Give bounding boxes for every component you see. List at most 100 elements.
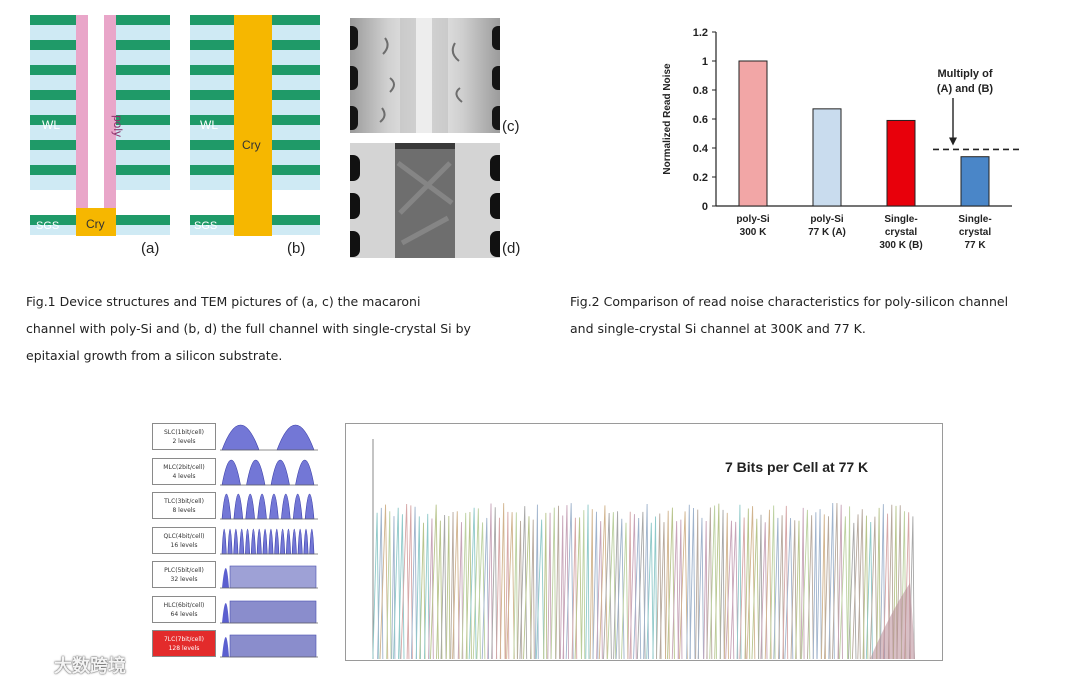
figure-2-caption: Fig.2 Comparison of read noise character… bbox=[570, 288, 1070, 342]
level-curve bbox=[445, 516, 451, 660]
cell-type-name: 7LC(7bit/cell) bbox=[163, 636, 205, 643]
cell-type-levels: 2 levels bbox=[172, 438, 196, 445]
level-curve bbox=[452, 511, 460, 660]
level-peak bbox=[309, 528, 315, 554]
level-distribution-icon bbox=[220, 634, 318, 658]
level-curve bbox=[481, 517, 490, 660]
level-curve bbox=[472, 508, 481, 660]
plot-title: 7 Bits per Cell at 77 K bbox=[725, 459, 868, 475]
level-curve bbox=[589, 509, 594, 660]
y-tick-label: 0.8 bbox=[693, 85, 708, 97]
level-peak bbox=[256, 528, 262, 554]
level-peak bbox=[239, 528, 245, 554]
level-curve bbox=[832, 503, 840, 660]
level-curve bbox=[499, 503, 506, 660]
cell-type-name: QLC(4bit/cell) bbox=[163, 532, 205, 540]
level-curve bbox=[555, 505, 561, 660]
level-peak bbox=[295, 459, 315, 485]
y-tick-label: 1.2 bbox=[693, 27, 708, 39]
cell-type-levels: 32 levels bbox=[170, 576, 198, 583]
level-curve bbox=[656, 513, 662, 660]
level-curve bbox=[495, 517, 502, 660]
level-curve bbox=[686, 504, 691, 660]
level-curve bbox=[646, 522, 654, 660]
level-curve bbox=[695, 509, 700, 660]
cell-type-levels: 16 levels bbox=[170, 541, 198, 549]
level-curve bbox=[689, 508, 696, 660]
bar bbox=[886, 119, 916, 207]
cell-type-label-box: MLC(2bit/cell) 4 levels bbox=[152, 457, 216, 485]
level-curve bbox=[574, 517, 582, 660]
level-peak bbox=[221, 424, 260, 451]
level-distribution-icon bbox=[220, 528, 318, 554]
level-curve bbox=[523, 516, 532, 660]
cell-level-distributions: SLC(1bit/cell) 2 levels MLC(2bit/cell) 4 le… bbox=[148, 420, 320, 662]
cell-type-levels: 4 levels bbox=[172, 472, 196, 480]
level-curve bbox=[436, 520, 443, 660]
level-curve bbox=[559, 515, 565, 660]
level-peak bbox=[246, 459, 266, 485]
level-curve bbox=[603, 512, 612, 660]
watermark-text: 大数跨境 bbox=[54, 656, 126, 677]
level-curve bbox=[714, 503, 721, 660]
level-peak bbox=[291, 528, 297, 554]
cell-type-label-box: HLC(6bit/cell) 64 levels bbox=[152, 595, 216, 623]
level-curve bbox=[758, 514, 763, 660]
cell-type-row: 7LC(7bit/cell) 128 levels bbox=[148, 627, 320, 662]
level-peak bbox=[245, 528, 251, 554]
bar bbox=[960, 156, 990, 207]
level-curve bbox=[739, 517, 747, 660]
level-curve bbox=[410, 506, 417, 660]
x-tick-label: 300 K (B) bbox=[879, 240, 922, 251]
level-curve bbox=[461, 512, 468, 660]
level-curve bbox=[585, 504, 590, 660]
level-curve bbox=[428, 518, 434, 660]
seven-bit-distribution-plot: 7 Bits per Cell at 77 K bbox=[345, 423, 943, 661]
cell-type-label-box: SLC(1bit/cell) 2 levels bbox=[152, 423, 216, 450]
cell-type-levels: 128 levels bbox=[168, 645, 200, 652]
sgs-label-a: SGS bbox=[36, 220, 59, 232]
y-tick-label: 0.6 bbox=[693, 114, 708, 126]
level-peak bbox=[221, 528, 227, 554]
level-curve bbox=[725, 520, 735, 660]
x-tick-label: 77 K (A) bbox=[808, 227, 846, 238]
figure-2-caption-line: and single-crystal Si channel at 300K an… bbox=[570, 321, 866, 336]
wl-label-b: WL bbox=[200, 118, 218, 132]
cry-full-channel bbox=[234, 15, 272, 236]
label-c: (c) bbox=[502, 118, 520, 135]
cry-label-a: Cry bbox=[86, 217, 105, 231]
cell-type-name: SLC(1bit/cell) bbox=[163, 429, 204, 436]
level-peak bbox=[269, 494, 279, 520]
y-tick-label: 0.4 bbox=[693, 143, 709, 155]
watermark: 大数跨境 bbox=[8, 652, 126, 678]
bar bbox=[812, 108, 842, 207]
tem-image-c bbox=[350, 18, 500, 133]
cell-type-label-box: QLC(4bit/cell) 16 levels bbox=[152, 526, 216, 554]
cell-type-row: MLC(2bit/cell) 4 levels bbox=[148, 455, 320, 490]
level-peak bbox=[281, 494, 291, 520]
tem-image-d bbox=[350, 143, 500, 258]
level-curve bbox=[883, 513, 890, 660]
level-curve bbox=[719, 509, 725, 660]
poly-channel-core bbox=[88, 15, 104, 215]
level-curve bbox=[468, 507, 477, 660]
level-curve bbox=[807, 515, 814, 660]
level-curve bbox=[487, 503, 493, 660]
level-curve bbox=[613, 511, 620, 660]
y-tick-label: 0.2 bbox=[693, 172, 708, 184]
level-curve bbox=[423, 513, 430, 660]
figure-1-caption: Fig.1 Device structures and TEM pictures… bbox=[26, 288, 546, 369]
level-curve bbox=[820, 514, 826, 660]
level-curve bbox=[398, 514, 405, 660]
level-peak bbox=[285, 528, 291, 554]
tail-region bbox=[870, 583, 915, 659]
level-curve bbox=[671, 521, 679, 660]
level-peak bbox=[233, 528, 239, 554]
level-curve bbox=[773, 517, 780, 660]
level-curve bbox=[530, 519, 535, 660]
level-peak bbox=[227, 528, 233, 554]
x-tick-label: 77 K bbox=[964, 240, 986, 251]
structure-b-diagram: WL SGS Cry bbox=[190, 15, 320, 236]
cell-type-name: PLC(5bit/cell) bbox=[164, 567, 204, 574]
cell-type-row: HLC(6bit/cell) 64 levels bbox=[148, 593, 320, 628]
